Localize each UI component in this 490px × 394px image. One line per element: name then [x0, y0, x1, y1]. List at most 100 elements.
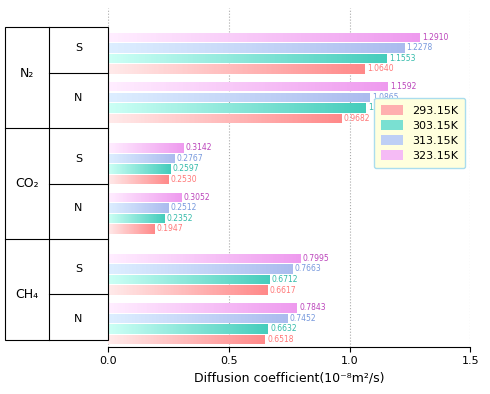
- Bar: [215, 264, 217, 274]
- Bar: [226, 103, 228, 113]
- Bar: [273, 114, 275, 123]
- Bar: [248, 335, 249, 344]
- Bar: [196, 324, 197, 334]
- Bar: [246, 43, 248, 52]
- Bar: [112, 33, 114, 42]
- Bar: [281, 64, 283, 74]
- Bar: [251, 254, 252, 263]
- Bar: [172, 254, 173, 263]
- Bar: [294, 64, 296, 74]
- Bar: [301, 54, 303, 63]
- Bar: [225, 335, 226, 344]
- Bar: [121, 254, 122, 263]
- Bar: [137, 33, 139, 42]
- Bar: [118, 143, 119, 152]
- Bar: [120, 93, 122, 102]
- Bar: [128, 335, 129, 344]
- Bar: [395, 33, 397, 42]
- Bar: [201, 314, 203, 323]
- Bar: [135, 264, 136, 274]
- Bar: [293, 64, 294, 74]
- Bar: [272, 33, 274, 42]
- Bar: [320, 33, 322, 42]
- Bar: [144, 335, 145, 344]
- Bar: [239, 254, 241, 263]
- Bar: [231, 114, 233, 123]
- Bar: [189, 103, 191, 113]
- Bar: [267, 303, 269, 312]
- Bar: [238, 264, 239, 274]
- Bar: [228, 103, 230, 113]
- Bar: [192, 335, 193, 344]
- Bar: [165, 103, 166, 113]
- Bar: [119, 143, 120, 152]
- Bar: [274, 64, 276, 74]
- Bar: [341, 93, 343, 102]
- Bar: [216, 314, 217, 323]
- Bar: [220, 285, 221, 295]
- Bar: [254, 303, 256, 312]
- Bar: [161, 103, 163, 113]
- Bar: [201, 43, 203, 52]
- Bar: [163, 254, 165, 263]
- Bar: [162, 82, 164, 91]
- Bar: [143, 254, 144, 263]
- Bar: [309, 93, 311, 102]
- Bar: [250, 114, 251, 123]
- Bar: [179, 324, 180, 334]
- Bar: [141, 264, 143, 274]
- Bar: [211, 314, 212, 323]
- Bar: [362, 33, 364, 42]
- Bar: [136, 114, 138, 123]
- Bar: [145, 335, 146, 344]
- Bar: [331, 114, 333, 123]
- Bar: [274, 303, 276, 312]
- Bar: [210, 275, 211, 284]
- Bar: [177, 43, 179, 52]
- Bar: [187, 93, 188, 102]
- Bar: [240, 285, 241, 295]
- Bar: [166, 285, 167, 295]
- Bar: [242, 335, 244, 344]
- Bar: [345, 103, 347, 113]
- Bar: [168, 314, 169, 323]
- Bar: [326, 103, 328, 113]
- Bar: [124, 335, 125, 344]
- Bar: [172, 93, 174, 102]
- Bar: [181, 33, 183, 42]
- Bar: [115, 64, 116, 74]
- Bar: [189, 43, 191, 52]
- Bar: [247, 314, 248, 323]
- Bar: [249, 335, 251, 344]
- Bar: [239, 114, 241, 123]
- Bar: [373, 82, 375, 91]
- Bar: [173, 54, 175, 63]
- Bar: [114, 33, 116, 42]
- Bar: [167, 335, 168, 344]
- Bar: [146, 335, 147, 344]
- Bar: [159, 114, 161, 123]
- Bar: [207, 264, 208, 274]
- Bar: [187, 33, 189, 42]
- Bar: [194, 314, 196, 323]
- Bar: [261, 303, 262, 312]
- Bar: [164, 314, 166, 323]
- Bar: [224, 335, 225, 344]
- Bar: [241, 33, 243, 42]
- Bar: [207, 82, 209, 91]
- Bar: [234, 285, 235, 295]
- Bar: [320, 54, 322, 63]
- Bar: [337, 33, 339, 42]
- Bar: [161, 285, 162, 295]
- Bar: [119, 285, 120, 295]
- Bar: [117, 54, 119, 63]
- Bar: [198, 324, 200, 334]
- Bar: [255, 33, 258, 42]
- Bar: [196, 335, 197, 344]
- Bar: [181, 114, 183, 123]
- Bar: [181, 82, 182, 91]
- Bar: [130, 324, 131, 334]
- Bar: [134, 314, 135, 323]
- Bar: [393, 33, 395, 42]
- Bar: [228, 314, 229, 323]
